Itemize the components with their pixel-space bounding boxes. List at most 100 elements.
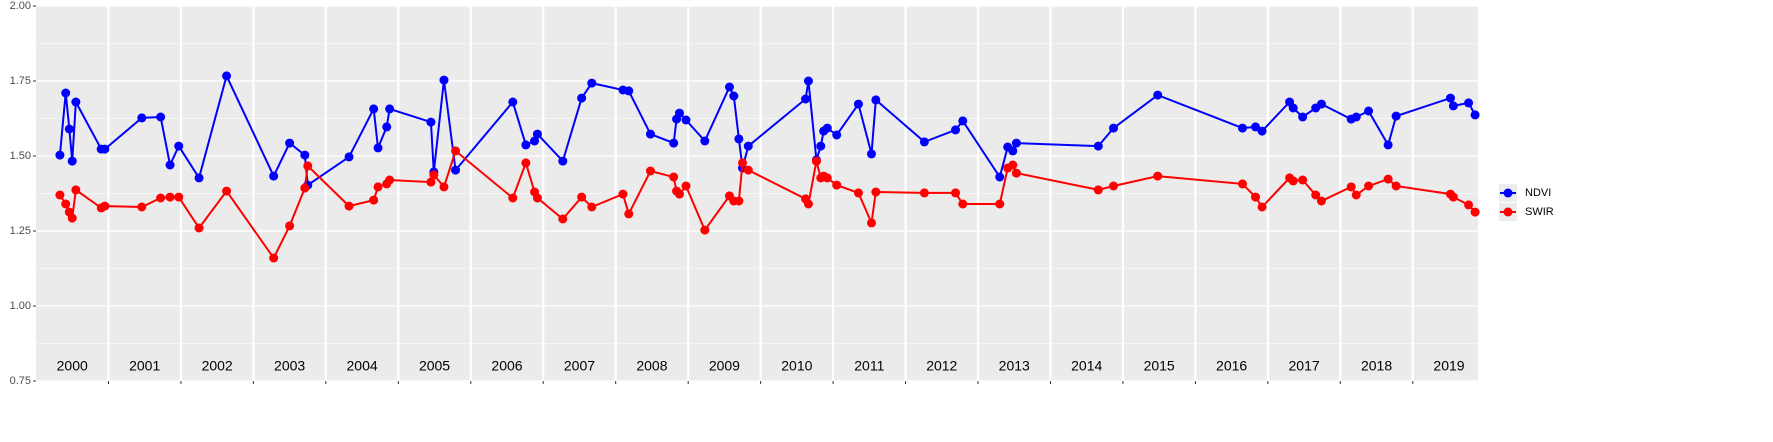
point: [1298, 112, 1308, 122]
point: [681, 115, 691, 125]
point: [156, 193, 166, 203]
point: [1445, 93, 1455, 103]
point: [532, 193, 542, 203]
year-label: 2016: [1216, 358, 1247, 374]
point: [919, 188, 929, 198]
year-label: 2018: [1361, 358, 1392, 374]
point: [174, 192, 184, 202]
point: [165, 192, 175, 202]
point: [137, 202, 147, 212]
year-label: 2010: [781, 358, 812, 374]
point: [1257, 126, 1267, 136]
point: [1093, 141, 1103, 151]
year-label: 2012: [926, 358, 957, 374]
legend-label: SWIR: [1525, 206, 1554, 218]
year-label: 2005: [419, 358, 450, 374]
point: [1311, 190, 1321, 200]
point: [803, 199, 813, 209]
point: [1109, 181, 1119, 191]
y-tick-label: 0.75: [10, 375, 31, 387]
point: [521, 158, 531, 168]
point: [1251, 192, 1261, 202]
point: [344, 152, 354, 162]
point: [451, 146, 461, 156]
point: [871, 95, 881, 105]
point: [1153, 90, 1163, 100]
legend-point: [1503, 188, 1513, 198]
point: [1448, 101, 1458, 111]
point: [995, 199, 1005, 209]
point: [303, 161, 313, 171]
point: [426, 117, 436, 127]
point: [1298, 175, 1308, 185]
point: [1464, 98, 1474, 108]
point: [429, 170, 439, 180]
point: [669, 138, 679, 148]
point: [871, 187, 881, 197]
point: [645, 166, 655, 176]
point: [1470, 110, 1480, 120]
point: [811, 156, 821, 166]
point: [1237, 123, 1247, 133]
point: [558, 214, 568, 224]
point: [822, 123, 832, 133]
point: [1391, 111, 1401, 121]
point: [995, 172, 1005, 182]
point: [67, 213, 77, 223]
y-tick-label: 1.00: [10, 300, 31, 312]
point: [521, 140, 531, 150]
point: [1351, 112, 1361, 122]
year-label: 2009: [709, 358, 740, 374]
point: [645, 129, 655, 139]
point: [700, 136, 710, 146]
point: [71, 97, 81, 107]
point: [1470, 207, 1480, 217]
point: [724, 82, 734, 92]
legend-point: [1503, 207, 1513, 217]
year-label: 2008: [636, 358, 667, 374]
point: [734, 134, 744, 144]
year-label: 2000: [57, 358, 88, 374]
point: [803, 76, 813, 86]
point: [1351, 190, 1361, 200]
point: [194, 223, 204, 233]
point: [439, 75, 449, 85]
point: [451, 165, 461, 175]
point: [530, 136, 540, 146]
point: [55, 190, 65, 200]
point: [700, 225, 710, 235]
point: [958, 199, 968, 209]
point: [866, 218, 876, 228]
point: [194, 173, 204, 183]
point: [1153, 171, 1163, 181]
point: [1093, 185, 1103, 195]
year-label: 2004: [347, 358, 378, 374]
point: [1383, 174, 1393, 184]
point: [1008, 146, 1018, 156]
point: [1251, 122, 1261, 132]
point: [373, 182, 383, 192]
point: [853, 99, 863, 109]
point: [300, 150, 310, 160]
point: [1346, 182, 1356, 192]
point: [382, 122, 392, 132]
year-label: 2007: [564, 358, 595, 374]
point: [1391, 181, 1401, 191]
point: [729, 91, 739, 101]
point: [587, 78, 597, 88]
point: [816, 141, 826, 151]
year-label: 2017: [1289, 358, 1320, 374]
point: [1316, 99, 1326, 109]
point: [64, 124, 74, 134]
point: [618, 189, 628, 199]
point: [269, 171, 279, 181]
point: [1448, 192, 1458, 202]
point: [137, 113, 147, 123]
point: [1464, 200, 1474, 210]
point: [681, 181, 691, 191]
point: [100, 144, 110, 154]
point: [71, 185, 81, 195]
point: [1109, 123, 1119, 133]
y-tick-label: 1.25: [10, 225, 31, 237]
point: [743, 165, 753, 175]
